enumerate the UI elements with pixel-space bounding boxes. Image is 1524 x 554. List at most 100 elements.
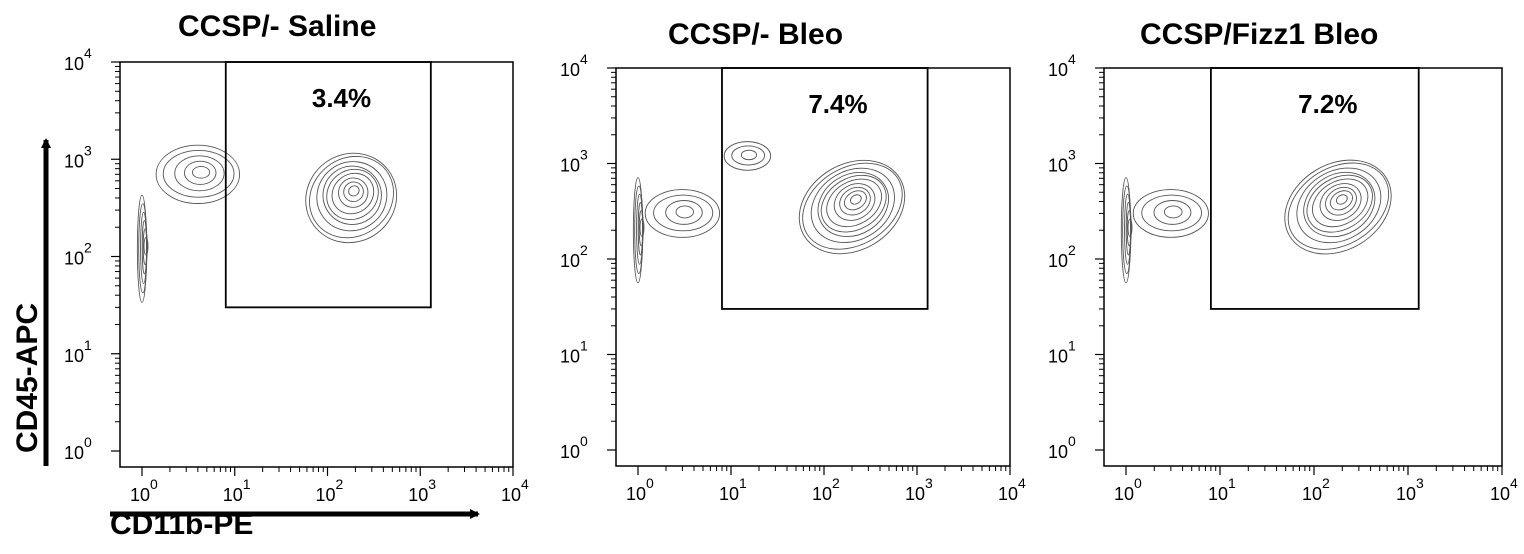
contour-line	[143, 236, 149, 256]
contour-line	[1296, 167, 1382, 244]
contour-line	[820, 174, 887, 233]
contour-line	[1319, 183, 1362, 221]
contour-line	[1306, 174, 1373, 233]
contour-line	[740, 149, 758, 161]
gate-rectangle	[1209, 67, 1420, 310]
gate-rectangle	[224, 61, 432, 309]
contour-line	[1163, 205, 1183, 219]
contour-line	[1287, 162, 1390, 250]
contour-line	[665, 200, 703, 225]
contour-line	[802, 162, 903, 250]
contour-line	[1126, 210, 1132, 247]
x-tick-label: 101	[719, 475, 747, 504]
contour-line	[810, 167, 895, 243]
contour-line	[1329, 190, 1353, 211]
plot-frame	[615, 67, 1011, 467]
x-tick-label: 100	[626, 475, 654, 504]
contour-line	[817, 172, 889, 237]
contour-line	[305, 152, 398, 244]
x-tick-label: 103	[1396, 475, 1424, 504]
y-tick-label: 103	[64, 142, 92, 171]
x-tick-label: 102	[1302, 475, 1330, 504]
x-tick-label: 101	[223, 476, 251, 505]
contour-line	[833, 183, 876, 221]
panel-title-1: CCSP/- Saline	[178, 10, 377, 43]
panel-title-3: CCSP/Fizz1 Bleo	[1140, 18, 1379, 51]
contour-line	[331, 172, 375, 215]
contour-line	[731, 145, 766, 166]
contour-line	[1141, 194, 1202, 232]
contour-line	[1303, 171, 1376, 238]
contour-line	[723, 141, 772, 171]
x-tick-label: 104	[998, 475, 1026, 504]
contour-line	[162, 150, 235, 198]
contour-line	[316, 161, 388, 232]
contour-line	[155, 144, 241, 204]
y-tick-label: 103	[1048, 147, 1076, 176]
x-tick-label: 104	[1490, 475, 1518, 504]
x-tick-label: 103	[905, 475, 933, 504]
y-tick-label: 101	[560, 338, 588, 367]
x-tick-label: 101	[1208, 475, 1236, 504]
contour-line	[639, 218, 645, 237]
gate-rectangle	[721, 67, 929, 310]
panel-1: 100 101 102 103 104 100 101 102 103 104 3.4%	[64, 45, 529, 505]
y-tick-label: 104	[1048, 51, 1076, 80]
contour-line	[644, 189, 721, 238]
panel-2: 100 101 102 103 104 100 101 102 103 104 7.4%	[560, 51, 1026, 504]
contour-line	[1325, 186, 1357, 216]
contour-line	[637, 202, 644, 256]
x-tick-label: 102	[812, 475, 840, 504]
gate-percentage: 7.4%	[808, 89, 867, 119]
contour-line	[839, 186, 871, 216]
x-tick-label: 100	[1114, 475, 1142, 504]
contour-line	[343, 181, 364, 203]
gate-percentage: 3.4%	[312, 83, 371, 113]
contour-line	[675, 205, 695, 219]
contour-line	[1132, 189, 1209, 238]
x-tick-label: 102	[316, 476, 344, 505]
y-tick-label: 100	[64, 434, 92, 463]
contour-line	[322, 165, 382, 225]
contour-line	[826, 178, 882, 228]
contour-line	[142, 228, 148, 266]
x-tick-label: 103	[408, 476, 436, 505]
y-tick-label: 102	[64, 240, 92, 269]
contour-line	[326, 168, 379, 221]
y-tick-label: 103	[560, 147, 588, 176]
contour-group	[1120, 159, 1392, 284]
contour-line	[1335, 194, 1348, 205]
y-tick-label: 101	[64, 337, 92, 366]
y-tick-label: 104	[64, 45, 92, 74]
panel-title-2: CCSP/- Bleo	[668, 18, 844, 51]
contour-line	[1312, 178, 1369, 228]
contour-line	[798, 159, 906, 255]
plot-frame	[1103, 67, 1503, 467]
plot-frame	[119, 61, 514, 468]
y-tick-label: 102	[560, 242, 588, 271]
y-tick-label: 100	[1048, 433, 1076, 462]
x-tick-label: 104	[501, 476, 529, 505]
contour-line	[338, 177, 369, 208]
contour-line	[174, 155, 225, 192]
contour-line	[653, 194, 714, 232]
contour-line	[184, 160, 217, 185]
y-tick-label: 104	[560, 51, 588, 80]
y-tick-label: 101	[1048, 338, 1076, 367]
contour-line	[348, 185, 360, 197]
contour-group	[136, 144, 398, 303]
panel-3: 100 101 102 103 104 100 101 102 103 104 7.2%	[1048, 51, 1518, 504]
contour-line	[1284, 159, 1392, 255]
gate-percentage: 7.2%	[1298, 89, 1357, 119]
contour-line	[638, 210, 644, 247]
contour-line	[141, 220, 148, 275]
x-tick-label: 100	[130, 476, 158, 505]
contour-group	[632, 141, 906, 284]
contour-line	[850, 194, 862, 205]
contour-line	[1153, 200, 1192, 225]
contour-line	[843, 190, 867, 211]
contour-line	[191, 166, 211, 179]
contour-line	[1127, 218, 1133, 237]
